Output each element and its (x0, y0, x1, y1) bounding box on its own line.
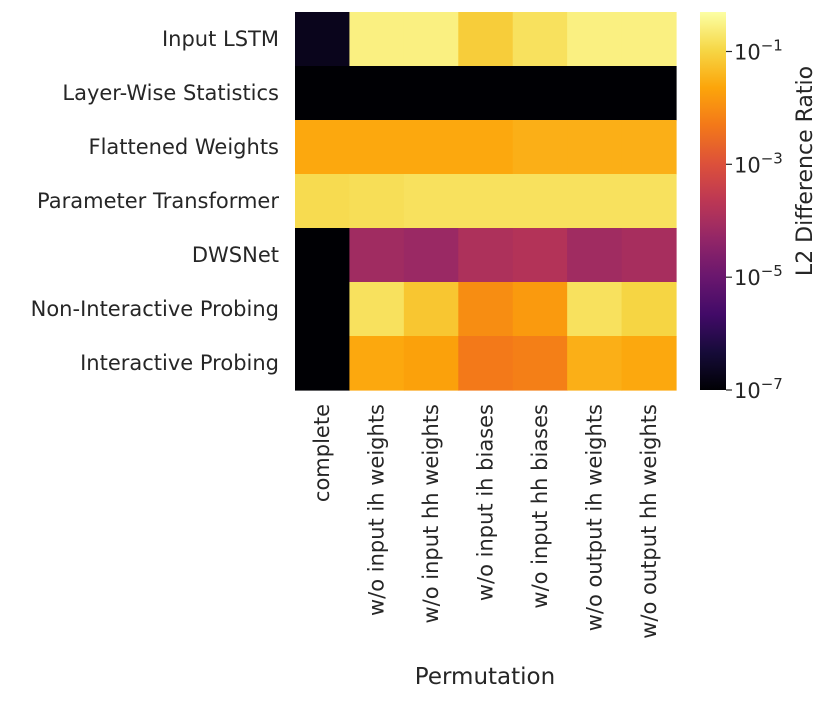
heatmap-cell (512, 336, 568, 391)
row-labels: Input LSTM Layer-Wise Statistics Flattened… (31, 27, 280, 375)
heatmap-cell (295, 120, 351, 175)
heatmap-cell (349, 228, 405, 283)
heatmap-cell (567, 228, 623, 283)
heatmap-cell (512, 228, 568, 283)
row-label: Layer-Wise Statistics (62, 81, 279, 105)
heatmap-cell (403, 336, 459, 391)
heatmap-cell (512, 174, 568, 229)
row-label: Flattened Weights (88, 135, 279, 159)
row-label: Non-Interactive Probing (31, 297, 279, 321)
heatmap-cell (621, 120, 677, 175)
heatmap-cell (349, 66, 405, 121)
heatmap-cell (403, 228, 459, 283)
heatmap-cell (349, 282, 405, 337)
column-label: complete (310, 404, 334, 502)
row-label: Interactive Probing (80, 351, 279, 375)
heatmap-cell (295, 66, 351, 121)
heatmap-cell (567, 12, 623, 67)
colorbar-tick-label: 10−3 (734, 149, 783, 177)
heatmap-cell (349, 174, 405, 229)
heatmap-cell (567, 174, 623, 229)
row-label: Input LSTM (162, 27, 279, 51)
heatmap-cell (295, 174, 351, 229)
column-label: w/o input ih weights (365, 404, 389, 616)
heatmap-cell (458, 66, 514, 121)
column-labels: complete w/o input ih weights w/o input hh… (310, 404, 661, 639)
colorbar-ticks: 10−7 10−5 10−3 10−1 (726, 37, 783, 403)
heatmap-cell (349, 12, 405, 67)
heatmap-cell (621, 66, 677, 121)
colorbar-tick-label: 10−5 (734, 262, 783, 290)
column-label: w/o input hh weights (419, 404, 443, 624)
colorbar-tick-label: 10−7 (734, 375, 783, 403)
heatmap-cell (621, 12, 677, 67)
heatmap-cell (458, 120, 514, 175)
heatmap-cell (403, 174, 459, 229)
heatmap-cell (512, 12, 568, 67)
x-axis-title: Permutation (415, 664, 555, 690)
column-label: w/o output ih weights (582, 404, 606, 631)
colorbar-tick-label: 10−1 (734, 37, 783, 65)
heatmap-cell (567, 282, 623, 337)
column-label: w/o output hh weights (637, 404, 661, 639)
heatmap-cell (349, 336, 405, 391)
row-label: Parameter Transformer (37, 189, 279, 213)
heatmap-cell (458, 174, 514, 229)
heatmap-cell (458, 282, 514, 337)
column-label: w/o input ih biases (474, 404, 498, 601)
heatmap-cell (621, 282, 677, 337)
heatmap-cell (458, 228, 514, 283)
heatmap-cell (403, 12, 459, 67)
heatmap-cell (512, 120, 568, 175)
heatmap-cell (621, 336, 677, 391)
heatmap-cell (621, 228, 677, 283)
heatmap-cell (512, 66, 568, 121)
heatmap-cell (349, 120, 405, 175)
heatmap-cell (621, 174, 677, 229)
heatmap-cell (403, 120, 459, 175)
column-label: w/o input hh biases (528, 404, 552, 609)
heatmap-cell (295, 282, 351, 337)
heatmap-cell (567, 336, 623, 391)
heatmap-cell (403, 66, 459, 121)
heatmap-cell (458, 336, 514, 391)
heatmap-cell (458, 12, 514, 67)
heatmap-cell (567, 66, 623, 121)
colorbar-gradient (700, 12, 726, 390)
heatmap-cell (295, 12, 351, 67)
heatmap-cell (295, 228, 351, 283)
heatmap-cell (403, 282, 459, 337)
heatmap-cell (567, 120, 623, 175)
colorbar: 10−7 10−5 10−3 10−1 L2 Difference Ratio (700, 12, 818, 403)
row-label: DWSNet (192, 243, 279, 267)
heatmap-cell (512, 282, 568, 337)
colorbar-label: L2 Difference Ratio (793, 66, 818, 276)
heatmap-cell (295, 336, 351, 391)
heatmap-cells (295, 12, 677, 391)
